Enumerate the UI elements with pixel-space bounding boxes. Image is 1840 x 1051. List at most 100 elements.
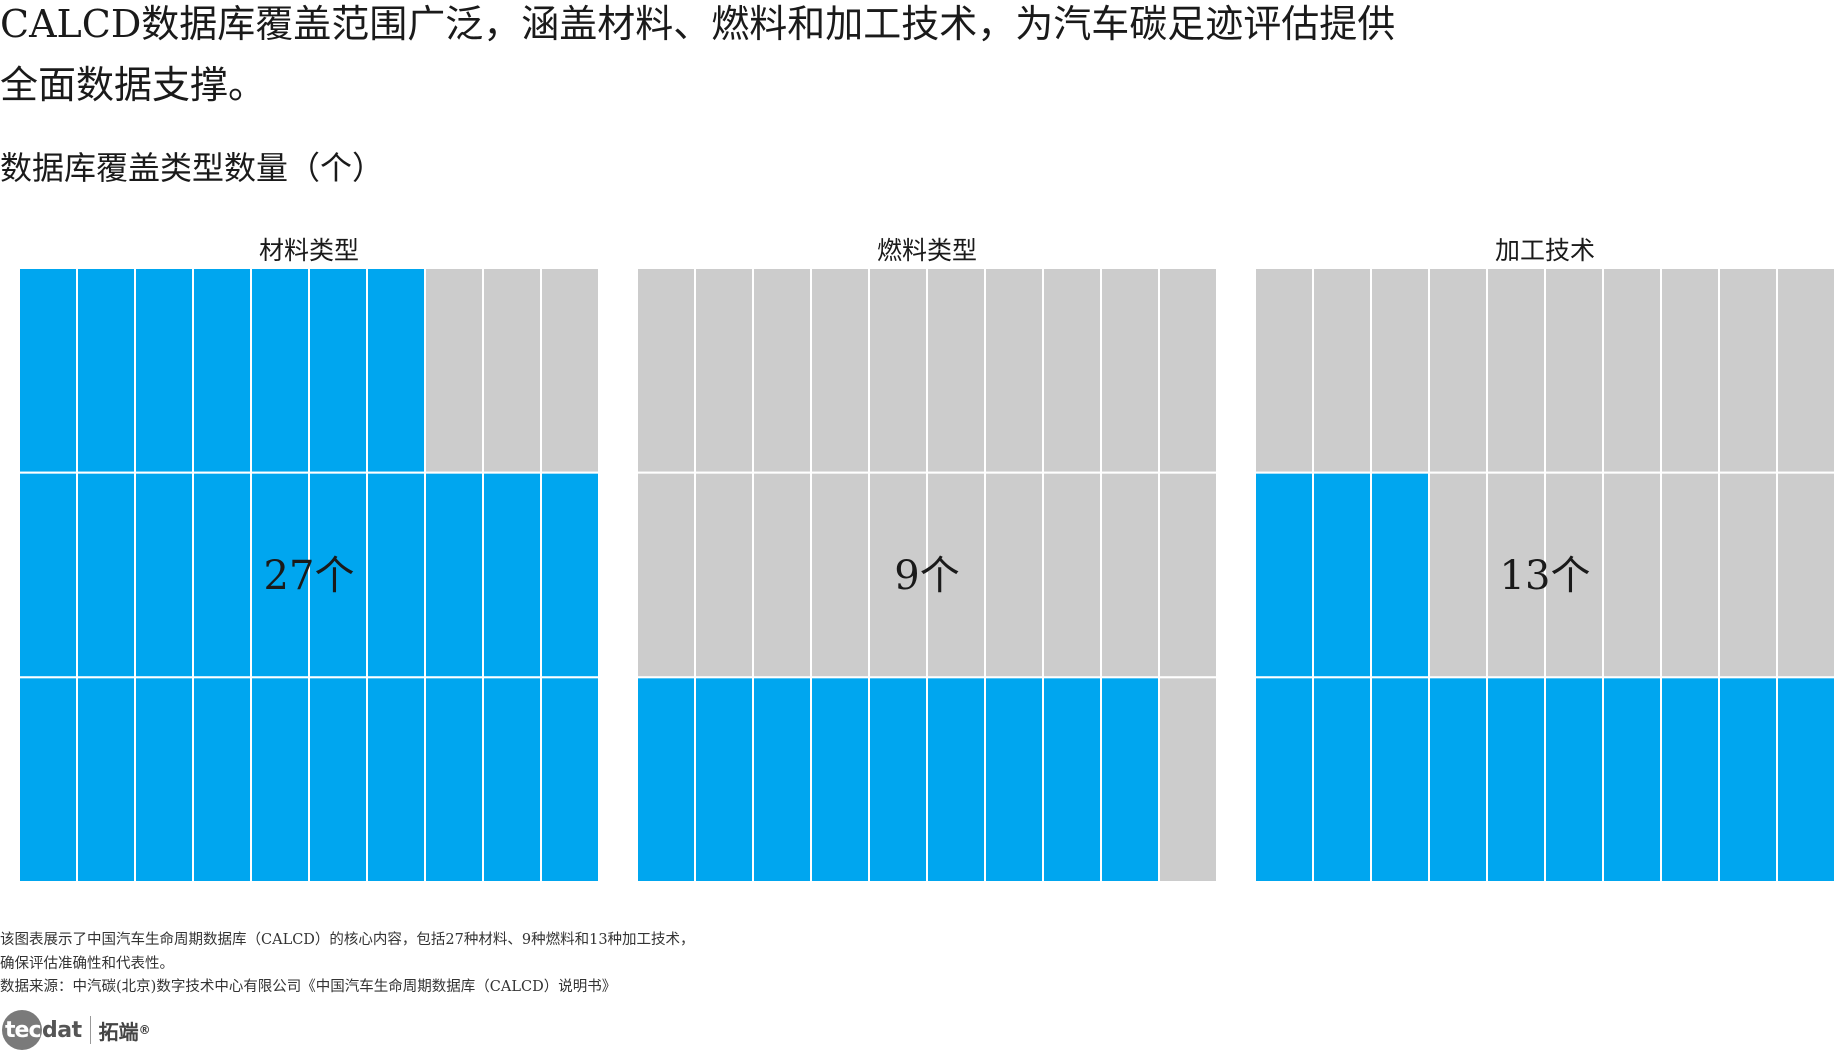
waffle-cell-empty bbox=[984, 267, 1044, 474]
waffle-cell-filled bbox=[1776, 676, 1836, 884]
waffle-cell-filled bbox=[192, 471, 252, 679]
logo-chinese-name: 拓端 bbox=[98, 1019, 139, 1044]
waffle-cell-filled bbox=[18, 471, 78, 679]
chart-description: 该图表展示了中国汽车生命周期数据库（CALCD）的核心内容，包括27种材料、9种… bbox=[0, 932, 695, 972]
waffle-cell-filled bbox=[424, 471, 484, 679]
waffle-cell-filled bbox=[1486, 676, 1546, 884]
waffle-cell-empty bbox=[424, 267, 484, 474]
headline: CALCD数据库覆盖范围广泛，涵盖材料、燃料和加工技术，为汽车碳足迹评估提供全面… bbox=[0, 2, 1396, 107]
waffle-cell-filled bbox=[250, 471, 310, 679]
waffle-cell-filled bbox=[18, 676, 78, 884]
waffle-chart-svg: 材料类型 27个 燃料类型 9个 加工技术 13个 bbox=[18, 236, 1836, 884]
waffle-cell-filled bbox=[1370, 471, 1430, 679]
chart-title: 数据库覆盖类型数量（个） bbox=[0, 149, 385, 187]
waffle-cell-empty bbox=[1660, 471, 1720, 679]
waffle-cell-empty bbox=[1718, 471, 1778, 679]
waffle-cell-empty bbox=[636, 267, 696, 474]
panel-title: 材料类型 bbox=[259, 236, 359, 265]
waffle-cell-empty bbox=[1042, 471, 1102, 679]
waffle-cell-filled bbox=[1428, 676, 1488, 884]
waffle-cell-empty bbox=[752, 267, 812, 474]
waffle-cell-empty bbox=[1660, 267, 1720, 474]
waffle-cell-empty bbox=[1254, 267, 1314, 474]
waffle-cell-filled bbox=[868, 676, 928, 884]
waffle-cell-filled bbox=[366, 471, 426, 679]
waffle-cell-empty bbox=[1428, 267, 1488, 474]
waffle-cell-filled bbox=[1254, 471, 1314, 679]
waffle-cell-filled bbox=[250, 676, 310, 884]
waffle-cell-filled bbox=[636, 676, 696, 884]
data-source: 数据来源：中汽碳(北京)数字技术中心有限公司《中国汽车生命周期数据库（CALCD… bbox=[0, 979, 617, 995]
waffle-cell-empty bbox=[810, 471, 870, 679]
panel-title: 加工技术 bbox=[1495, 236, 1595, 265]
waffle-cell-filled bbox=[694, 676, 754, 884]
waffle-cell-filled bbox=[308, 676, 368, 884]
waffle-cell-filled bbox=[192, 267, 252, 474]
waffle-cell-empty bbox=[1158, 267, 1218, 474]
waffle-cell-empty bbox=[984, 471, 1044, 679]
waffle-cell-empty bbox=[1100, 471, 1160, 679]
panel-value-label: 27个 bbox=[264, 553, 355, 599]
waffle-cell-empty bbox=[1158, 471, 1218, 679]
waffle-cell-filled bbox=[308, 471, 368, 679]
panel-value-label: 13个 bbox=[1500, 553, 1591, 599]
waffle-cell-empty bbox=[1042, 267, 1102, 474]
waffle-cell-empty bbox=[1312, 267, 1372, 474]
waffle-cell-filled bbox=[18, 267, 78, 474]
footnote: 该图表展示了中国汽车生命周期数据库（CALCD）的核心内容，包括27种材料、9种… bbox=[0, 929, 700, 1000]
waffle-cell-empty bbox=[694, 267, 754, 474]
waffle-cell-empty bbox=[810, 267, 870, 474]
waffle-panel-2: 燃料类型 9个 bbox=[636, 236, 1218, 884]
waffle-cell-filled bbox=[134, 267, 194, 474]
waffle-cell-empty bbox=[1776, 471, 1836, 679]
waffle-cell-filled bbox=[76, 471, 136, 679]
waffle-cell-filled bbox=[308, 267, 368, 474]
waffle-cell-empty bbox=[1428, 471, 1488, 679]
waffle-panel-3: 加工技术 13个 bbox=[1254, 236, 1836, 884]
waffle-cell-filled bbox=[1312, 471, 1372, 679]
waffle-cell-filled bbox=[1254, 676, 1314, 884]
waffle-cell-empty bbox=[1544, 471, 1604, 679]
waffle-cell-filled bbox=[482, 471, 542, 679]
waffle-cell-filled bbox=[1660, 676, 1720, 884]
waffle-cell-empty bbox=[1370, 267, 1430, 474]
waffle-cell-filled bbox=[1370, 676, 1430, 884]
panel-value-label: 9个 bbox=[894, 553, 959, 599]
waffle-cell-filled bbox=[424, 676, 484, 884]
waffle-cell-filled bbox=[810, 676, 870, 884]
waffle-cell-filled bbox=[134, 471, 194, 679]
waffle-cell-filled bbox=[1544, 676, 1604, 884]
waffle-cell-filled bbox=[984, 676, 1044, 884]
waffle-cell-filled bbox=[134, 676, 194, 884]
waffle-cell-empty bbox=[1602, 267, 1662, 474]
waffle-cell-empty bbox=[1486, 267, 1546, 474]
waffle-cell-empty bbox=[1776, 267, 1836, 474]
waffle-cell-filled bbox=[76, 676, 136, 884]
waffle-cell-filled bbox=[1312, 676, 1372, 884]
waffle-cell-filled bbox=[482, 676, 542, 884]
logo-wordmark: dat bbox=[42, 1017, 82, 1043]
waffle-cell-filled bbox=[192, 676, 252, 884]
waffle-cell-filled bbox=[540, 676, 600, 884]
waffle-cell-filled bbox=[366, 267, 426, 474]
waffle-cell-filled bbox=[250, 267, 310, 474]
waffle-cell-empty bbox=[1718, 267, 1778, 474]
waffle-cell-empty bbox=[1100, 267, 1160, 474]
waffle-cell-filled bbox=[540, 471, 600, 679]
waffle-cell-empty bbox=[694, 471, 754, 679]
waffle-cell-filled bbox=[366, 676, 426, 884]
waffle-cell-filled bbox=[926, 676, 986, 884]
waffle-cell-empty bbox=[482, 267, 542, 474]
waffle-chart: 材料类型 27个 燃料类型 9个 加工技术 13个 bbox=[0, 232, 1840, 892]
waffle-cell-filled bbox=[76, 267, 136, 474]
panel-title: 燃料类型 bbox=[877, 236, 977, 265]
logo-registered-mark: ® bbox=[138, 1023, 151, 1037]
waffle-panel-1: 材料类型 27个 bbox=[18, 236, 600, 884]
brand-logo: tec dat 拓端 ® bbox=[2, 1010, 151, 1050]
waffle-cell-empty bbox=[868, 267, 928, 474]
waffle-cell-empty bbox=[1158, 676, 1218, 884]
waffle-cell-empty bbox=[926, 267, 986, 474]
waffle-cell-filled bbox=[1100, 676, 1160, 884]
waffle-cell-empty bbox=[1602, 471, 1662, 679]
logo-divider bbox=[89, 1016, 91, 1044]
